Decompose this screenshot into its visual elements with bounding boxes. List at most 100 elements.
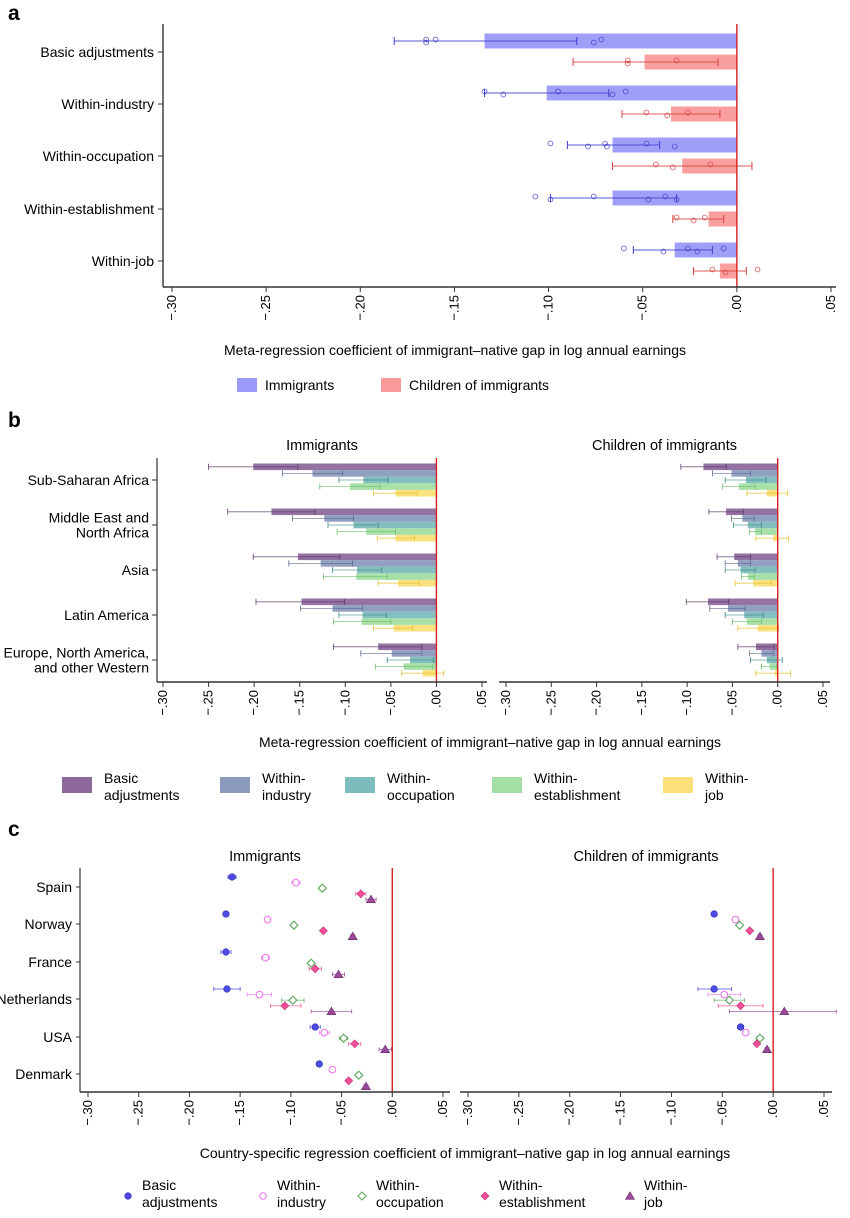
b0-x-tick-label: .00 (428, 690, 443, 708)
legend-label-line: establishment (534, 787, 620, 803)
study-point (547, 196, 554, 203)
bar-immigrants-within-industry (312, 470, 437, 477)
diamond-hollow-marker (306, 958, 316, 968)
circle-filled-marker (124, 1192, 132, 1200)
study-point (707, 161, 714, 168)
c1-x-tick-label: −.10 (663, 1100, 678, 1126)
c0-x-tick-label: −.30 (80, 1100, 95, 1126)
panel-label-b: b (8, 409, 21, 432)
category-label-usa: USA (43, 1029, 72, 1045)
study-point (532, 193, 539, 200)
category-label-within-establishment: Within-establishment (24, 201, 154, 217)
legend-label-line: Within- (705, 770, 749, 786)
bar-immigrants-within-establishment (349, 483, 437, 490)
category-label-sub-saharan-africa: Sub-Saharan Africa (28, 472, 150, 488)
legend-label-within-industry: Within-industry (277, 1177, 326, 1210)
c0-x-tick-label: −.10 (283, 1100, 298, 1126)
a-x-tick-label: −.10 (541, 295, 556, 321)
legend-label-line: job (704, 787, 724, 803)
category-label-denmark: Denmark (15, 1066, 73, 1082)
study-point (622, 88, 629, 95)
c0-x-tick-label: .05 (435, 1100, 450, 1118)
x-axis-title-a: Meta-regression coefficient of immigrant… (224, 342, 686, 358)
legend-label-line: Within- (387, 770, 431, 786)
diamond-hollow-marker (288, 995, 298, 1005)
a-x-tick-label: −.25 (258, 295, 273, 321)
study-point (673, 214, 680, 221)
triangle-filled-marker (762, 1044, 773, 1053)
bar-immigrants-within-occupation (353, 521, 437, 529)
a-x-tick-label: .05 (823, 295, 838, 313)
legend-label-within-industry: Within-industry (262, 770, 311, 803)
legend-label-line: Within- (534, 770, 578, 786)
c0-x-tick-label: −.15 (232, 1100, 247, 1126)
legend-swatch-basic-adjustments (62, 777, 92, 793)
category-label-middle-east-and-north-africa: Middle East and North Africa (49, 510, 150, 541)
bar-immigrants-within-occupation (612, 137, 737, 153)
legend-swatch-immigrants (237, 378, 257, 392)
study-point (754, 266, 761, 273)
c1-x-tick-label: .05 (816, 1100, 831, 1118)
category-label-basic-adjustments: Basic adjustments (40, 44, 154, 60)
circle-filled-marker (710, 910, 718, 918)
circle-filled-marker (736, 1023, 745, 1031)
legend-label-line: occupation (376, 1194, 444, 1210)
circle-filled-marker (315, 1060, 323, 1068)
diamond-hollow-marker (338, 1033, 349, 1043)
subplot-title-immigrants: Immigrants (286, 438, 358, 454)
c0-x-tick-label: −.05 (334, 1100, 349, 1126)
study-point (432, 36, 439, 43)
study-point (604, 143, 610, 150)
circle-hollow-marker (320, 1028, 329, 1037)
study-point (685, 245, 691, 252)
legend-label-line: Within- (644, 1177, 688, 1193)
c0-x-tick-label: −.20 (181, 1100, 196, 1126)
circle-filled-marker (222, 948, 230, 956)
circle-filled-marker (710, 985, 718, 993)
circle-hollow-marker (292, 878, 300, 887)
bar-immigrants-within-occupation (362, 611, 437, 619)
bar-immigrants-within-industry (546, 85, 737, 101)
category-label-within-industry: Within-industry (61, 96, 154, 112)
bar-immigrants-within-job (395, 534, 437, 542)
diamond-hollow-marker (354, 1070, 364, 1080)
diamond-filled-marker (356, 889, 366, 899)
circle-hollow-marker (255, 990, 264, 999)
diamond-hollow-marker (755, 1033, 765, 1043)
study-point (590, 193, 597, 200)
a-x-tick-label: .00 (729, 295, 744, 313)
legend-label-line: occupation (387, 787, 455, 803)
circle-hollow-marker (731, 915, 740, 924)
legend-label-within-job: Within-job (704, 770, 749, 803)
study-point (660, 248, 667, 255)
bar-immigrants-basic-adjustments (484, 33, 737, 49)
x-axis-title-b: Meta-regression coefficient of immigrant… (259, 734, 721, 750)
bar-immigrants-basic-adjustments (271, 508, 437, 516)
legend-label-within-establishment: Within-establishment (499, 1177, 585, 1210)
a-x-tick-label: −.05 (635, 295, 650, 321)
category-label-line: Middle East and (49, 510, 149, 526)
circle-hollow-marker (259, 1192, 267, 1200)
bar-immigrants-within-occupation (357, 566, 437, 574)
b1-x-tick-label: −.15 (634, 690, 649, 716)
c1-x-tick-label: −.15 (613, 1100, 628, 1126)
b1-x-tick-label: −.10 (679, 690, 694, 716)
bar-immigrants-basic-adjustments (301, 598, 437, 606)
study-point (423, 39, 430, 46)
diamond-hollow-marker (724, 995, 735, 1005)
legend-label-within-occupation: Within-occupation (387, 770, 455, 803)
panel-label-c: c (8, 818, 20, 841)
b1-x-tick-label: −.25 (543, 690, 558, 716)
circle-hollow-marker (261, 953, 270, 962)
diamond-hollow-marker (289, 920, 299, 930)
legend-label-line: establishment (499, 1194, 585, 1210)
diamond-filled-marker (745, 926, 755, 936)
triangle-filled-marker (624, 1191, 636, 1200)
legend-label-line: adjustments (104, 787, 179, 803)
bar-immigrants-within-job (393, 624, 437, 632)
bar-children-of-immigrants-within-occupation (747, 521, 778, 529)
bar-immigrants-within-establishment (361, 618, 437, 625)
bar-immigrants-within-establishment (366, 528, 437, 535)
b0-x-tick-label: −.15 (292, 690, 307, 716)
category-label-spain: Spain (36, 879, 72, 895)
